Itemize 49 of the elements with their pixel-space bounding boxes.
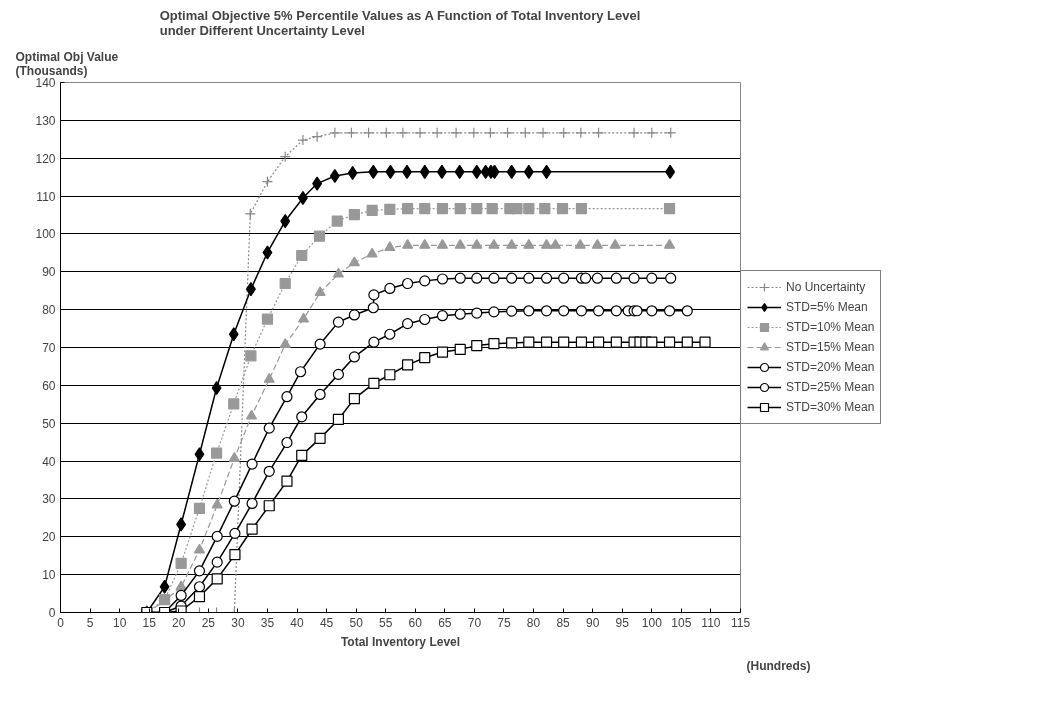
- y-tick-label: 40: [42, 454, 56, 469]
- y-tick-label: 140: [35, 76, 56, 90]
- x-tick-label: 70: [467, 615, 482, 630]
- legend-label: STD=20% Mean: [786, 360, 875, 374]
- y-tick-label: 80: [42, 303, 56, 318]
- y-tick-label: 100: [35, 227, 56, 242]
- x-tick-label: 30: [231, 615, 245, 630]
- x-tick-label: 40: [290, 615, 305, 630]
- y-tick-label: 120: [35, 151, 56, 166]
- x-tick-label: 85: [556, 615, 571, 630]
- x-tick-label: 45: [319, 615, 334, 630]
- y-tick-label: 130: [35, 113, 56, 128]
- y-tick-label: 50: [42, 416, 56, 431]
- x-tick-label: 55: [379, 615, 393, 630]
- legend-label: STD=5% Mean: [786, 300, 868, 314]
- x-tick-label: 35: [260, 615, 275, 630]
- legend-label: STD=10% Mean: [786, 320, 875, 334]
- y-tick-label: 0: [48, 606, 56, 620]
- y-tick-label: 20: [42, 530, 56, 545]
- x-tick-label: 105: [671, 615, 692, 630]
- x-tick-label: 80: [526, 615, 541, 630]
- legend-label: STD=25% Mean: [786, 380, 875, 394]
- x-tick-label: 100: [641, 615, 663, 630]
- y-tick-label: 10: [42, 568, 56, 583]
- text: (Hundreds): [746, 658, 811, 673]
- x-tick-label: 115: [730, 615, 751, 630]
- x-tick-label: 5: [86, 615, 94, 630]
- x-tick-label: 60: [408, 615, 423, 630]
- y-axis-title: Optimal Obj Value (Thousands): [15, 49, 119, 78]
- x-tick-label: 110: [701, 615, 721, 630]
- x-tick-label: 90: [586, 615, 600, 630]
- y-tick-label: 30: [42, 492, 56, 507]
- x-tick-label: 50: [349, 615, 364, 630]
- x-tick-label: 15: [142, 615, 157, 630]
- x-axis-title: Total Inventory Level: [340, 634, 461, 649]
- y-tick-label: 110: [36, 189, 56, 204]
- x-tick-label: 95: [615, 615, 630, 630]
- y-tick-label: 60: [42, 378, 56, 393]
- y-tick-label: 90: [42, 265, 56, 280]
- legend-label: No Uncertainty: [786, 280, 866, 294]
- x-tick-label: 20: [172, 615, 186, 630]
- chart-title: Optimal Objective 5% Percentile Values as A Function of Total Inventory Level under Different Uncertainty Level: [159, 7, 641, 38]
- y-tick-label: 70: [42, 341, 56, 355]
- x-tick-label: 65: [438, 615, 452, 630]
- x-tick-label: 10: [112, 615, 127, 630]
- legend-label: STD=30% Mean: [786, 400, 875, 414]
- x-tick-label: 75: [497, 615, 511, 630]
- legend-label: STD=15% Mean: [786, 340, 875, 354]
- x-tick-label: 25: [201, 615, 216, 630]
